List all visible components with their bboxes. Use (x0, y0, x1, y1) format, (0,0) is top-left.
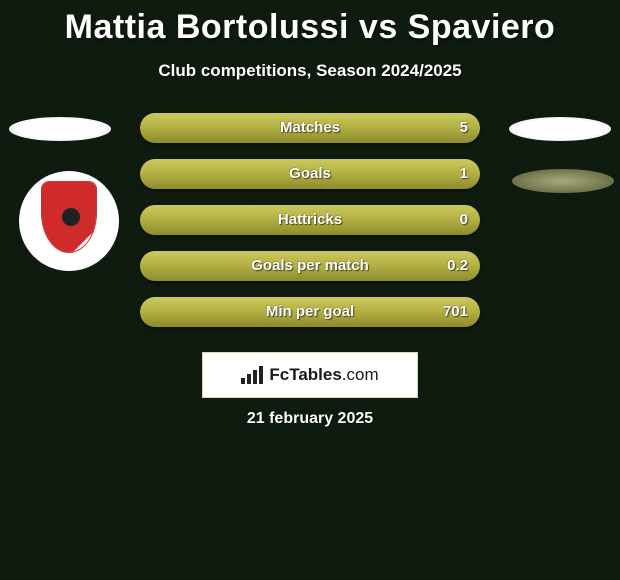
brand-name: FcTables (269, 365, 341, 384)
stat-right-value: 1 (460, 159, 468, 189)
stat-bar: Matches 5 (140, 113, 480, 143)
player-left-placeholder-oval (9, 117, 111, 141)
brand-suffix: .com (342, 365, 379, 384)
stat-right-value: 701 (443, 297, 468, 327)
brand-badge[interactable]: FcTables.com (202, 352, 418, 398)
stat-bar: Goals 1 (140, 159, 480, 189)
club-shield-icon (41, 181, 97, 253)
stat-label: Matches (140, 113, 480, 143)
stat-right-value: 5 (460, 113, 468, 143)
page-title: Mattia Bortolussi vs Spaviero (0, 0, 620, 47)
stat-label: Goals (140, 159, 480, 189)
stat-right-value: 0 (460, 205, 468, 235)
club-badge-left (19, 171, 119, 271)
stat-bar: Min per goal 701 (140, 297, 480, 327)
subtitle: Club competitions, Season 2024/2025 (0, 61, 620, 81)
club-shield-center-icon (62, 208, 80, 226)
date-text: 21 february 2025 (0, 410, 620, 428)
stat-bars: Matches 5 Goals 1 Hattricks 0 Goals per … (140, 113, 480, 343)
comparison-card: Mattia Bortolussi vs Spaviero Club compe… (0, 0, 620, 580)
stat-label: Min per goal (140, 297, 480, 327)
stat-label: Hattricks (140, 205, 480, 235)
stat-label: Goals per match (140, 251, 480, 281)
stat-bar: Hattricks 0 (140, 205, 480, 235)
bar-chart-icon (241, 366, 263, 384)
stat-right-value: 0.2 (447, 251, 468, 281)
stat-bar: Goals per match 0.2 (140, 251, 480, 281)
player-right-placeholder-oval-2 (512, 169, 614, 193)
player-right-placeholder-oval-1 (509, 117, 611, 141)
brand-text: FcTables.com (269, 365, 378, 385)
